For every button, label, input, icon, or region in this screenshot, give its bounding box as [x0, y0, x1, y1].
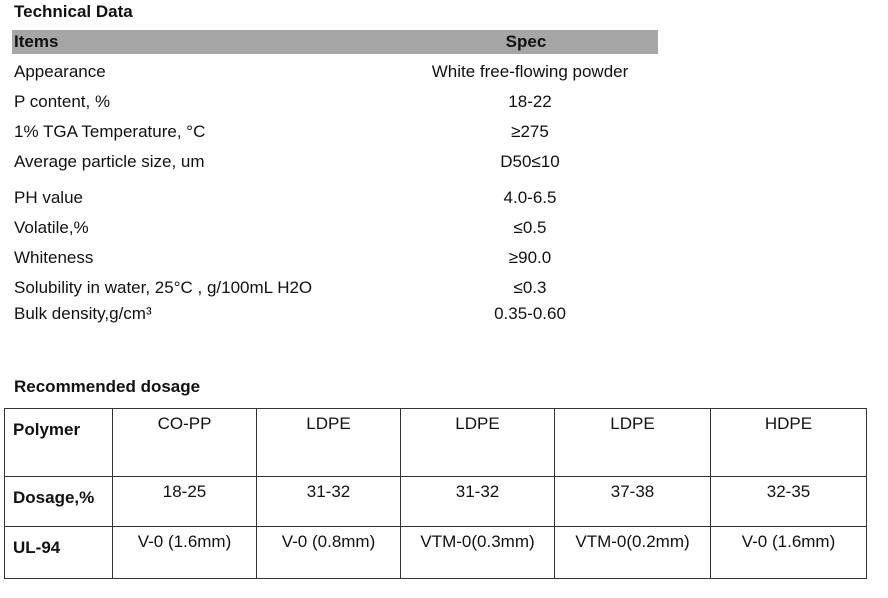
- section-title: Recommended dosage: [14, 377, 201, 396]
- header-bar: [12, 30, 658, 54]
- table-cell: CO-PP: [112, 408, 257, 477]
- spec-value: D50≤10: [500, 152, 560, 171]
- table-cell: 37-38: [554, 476, 711, 527]
- table-cell: V-0 (1.6mm): [710, 526, 867, 579]
- row-label: UL-94: [4, 526, 113, 579]
- item-label: Average particle size, um: [14, 152, 205, 171]
- section-title: Technical Data: [14, 2, 133, 21]
- header-cell: Items: [14, 32, 59, 51]
- header-cell: Spec: [505, 32, 547, 51]
- item-label: P content, %: [14, 92, 111, 111]
- spec-value: 4.0-6.5: [503, 188, 557, 207]
- spec-value: ≥90.0: [508, 248, 552, 267]
- row-label: Polymer: [4, 408, 113, 477]
- item-label: Solubility in water, 25°C , g/100mL H2O: [14, 278, 313, 297]
- table-cell: VTM-0(0.2mm): [554, 526, 711, 579]
- table-row: Polymer CO-PP LDPE LDPE LDPE HDPE: [4, 408, 867, 477]
- table-cell: HDPE: [710, 408, 867, 477]
- table-row: Dosage,% 18-25 31-32 31-32 37-38 32-35: [4, 476, 867, 527]
- table-cell: VTM-0(0.3mm): [400, 526, 555, 579]
- table-cell: V-0 (1.6mm): [112, 526, 257, 579]
- item-label: Appearance: [14, 62, 106, 81]
- item-label: Whiteness: [14, 248, 94, 267]
- table-cell: LDPE: [554, 408, 711, 477]
- table-cell: 31-32: [400, 476, 555, 527]
- table-cell: 31-32: [256, 476, 401, 527]
- item-label: 1% TGA Temperature, °C: [14, 122, 206, 141]
- table-cell: V-0 (0.8mm): [256, 526, 401, 579]
- spec-value: 18-22: [508, 92, 552, 111]
- spec-value: 0.35-0.60: [494, 304, 566, 323]
- table-cell: 32-35: [710, 476, 867, 527]
- table-row: UL-94 V-0 (1.6mm) V-0 (0.8mm) VTM-0(0.3mm) V…: [4, 526, 867, 579]
- spec-value: ≤0.3: [513, 278, 547, 297]
- spec-value: ≥275: [511, 122, 549, 141]
- spec-value: White free-flowing powder: [431, 62, 629, 81]
- dosage-table: Polymer CO-PP LDPE LDPE LDPE HDPE Dosage,% 18-2…: [4, 408, 867, 579]
- table-cell: LDPE: [400, 408, 555, 477]
- row-label: Dosage,%: [4, 476, 113, 527]
- table-cell: LDPE: [256, 408, 401, 477]
- spec-value: ≤0.5: [513, 218, 547, 237]
- item-label: Volatile,%: [14, 218, 89, 237]
- item-label: PH value: [14, 188, 83, 207]
- item-label: Bulk density,g/cm³: [14, 304, 152, 323]
- table-cell: 18-25: [112, 476, 257, 527]
